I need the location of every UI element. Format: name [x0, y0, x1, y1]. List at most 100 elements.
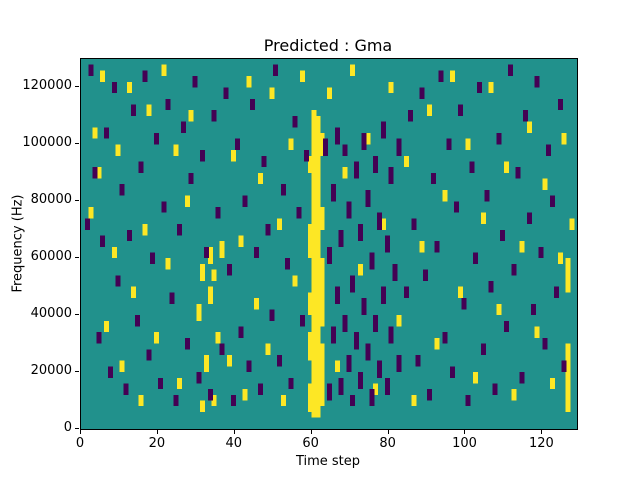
- heatmap-cell-low: [300, 315, 306, 327]
- heatmap-cell-low: [527, 212, 533, 225]
- heatmap-cell-low: [104, 127, 110, 139]
- heatmap-cell-low: [292, 115, 298, 128]
- heatmap-cell-high: [280, 394, 286, 407]
- heatmap-cell-low: [361, 133, 367, 151]
- heatmap-cell-low: [330, 326, 336, 344]
- heatmap-cell-low: [553, 286, 559, 299]
- x-tick-mark: [80, 430, 81, 434]
- heatmap-cell-low: [157, 377, 163, 390]
- heatmap-cell-low: [507, 64, 513, 77]
- heatmap-cell-low: [503, 320, 509, 333]
- heatmap-cell-low: [557, 98, 563, 111]
- heatmap-cell-low: [184, 337, 190, 350]
- heatmap-cell-low: [334, 127, 340, 145]
- heatmap-cell-low: [392, 263, 398, 281]
- heatmap-cell-high: [488, 81, 494, 94]
- heatmap-cell-low: [323, 138, 329, 156]
- heatmap-cell-high: [315, 115, 321, 418]
- heatmap-cell-high: [496, 303, 502, 316]
- heatmap-cell-low: [350, 275, 356, 293]
- heatmap-cell-low: [480, 343, 486, 355]
- heatmap-cell-low: [269, 309, 275, 321]
- y-tick-mark: [75, 428, 79, 429]
- heatmap-cell-high: [419, 241, 425, 253]
- heatmap-cell-high: [196, 303, 202, 321]
- heatmap-cell-low: [234, 138, 240, 151]
- heatmap-cell-low: [150, 252, 156, 264]
- heatmap-cell-low: [327, 383, 333, 401]
- heatmap-cell-high: [211, 269, 217, 281]
- heatmap-cell-low: [223, 87, 229, 99]
- heatmap-cell-low: [496, 133, 502, 145]
- heatmap-cell-low: [373, 155, 379, 173]
- heatmap-cell-high: [411, 394, 417, 407]
- heatmap-cell-low: [119, 184, 125, 196]
- heatmap-cell-low: [488, 281, 494, 293]
- heatmap-cell-low: [273, 64, 279, 77]
- heatmap-cell-low: [246, 360, 252, 373]
- heatmap-cell-low: [138, 161, 144, 173]
- heatmap-cell-high: [442, 189, 448, 202]
- heatmap-cell-high: [319, 207, 325, 230]
- heatmap-cell-high: [207, 246, 213, 264]
- heatmap-cell-high: [142, 224, 148, 236]
- x-tick-mark: [387, 430, 389, 434]
- x-tick-label: 0: [75, 436, 85, 451]
- heatmap-cell-high: [373, 383, 379, 395]
- heatmap-cell-low: [123, 383, 129, 395]
- x-tick-mark: [310, 430, 312, 434]
- heatmap-cell-low: [453, 201, 459, 213]
- heatmap-cell-low: [550, 195, 556, 207]
- heatmap-cell-high: [380, 218, 386, 230]
- heatmap-cell-low: [161, 201, 167, 213]
- heatmap-cell-high: [365, 133, 371, 145]
- heatmap-cell-high: [307, 155, 313, 173]
- y-tick-mark: [75, 200, 79, 202]
- heatmap-cell-low: [115, 275, 121, 287]
- x-tick-label: 120: [528, 436, 554, 451]
- heatmap-cell-low: [361, 298, 367, 316]
- heatmap-cell-low: [346, 355, 352, 373]
- y-tick-mark: [75, 314, 79, 316]
- heatmap-cell-high: [319, 133, 325, 156]
- heatmap-cell-high: [200, 263, 206, 281]
- heatmap-cell-low: [173, 394, 179, 407]
- heatmap-cell-low: [100, 235, 106, 247]
- heatmap-cell-low: [411, 218, 417, 230]
- heatmap-cell-low: [327, 246, 333, 264]
- heatmap-cell-high: [257, 172, 263, 185]
- x-axis-label: Time step: [295, 454, 361, 469]
- heatmap-cell-low: [388, 326, 394, 344]
- heatmap-cell-high: [557, 252, 563, 264]
- heatmap-cell-high: [319, 343, 325, 407]
- heatmap-cell-high: [334, 360, 340, 373]
- heatmap-cell-low: [384, 377, 390, 395]
- heatmap-cell-high: [450, 70, 456, 82]
- heatmap-cell-high: [211, 394, 217, 407]
- heatmap-cell-low: [84, 218, 90, 230]
- heatmap-cell-low: [277, 355, 283, 367]
- x-tick-mark: [233, 430, 235, 434]
- heatmap-cell-high: [527, 121, 533, 133]
- x-tick-mark: [464, 430, 466, 434]
- heatmap-cell-high: [265, 343, 271, 355]
- heatmap-cell-low: [396, 138, 402, 156]
- heatmap-cell-low: [350, 394, 356, 407]
- heatmap-cell-low: [419, 87, 425, 99]
- heatmap-cell-high: [319, 258, 325, 327]
- heatmap-cell-high: [154, 332, 160, 344]
- heatmap-cell-high: [165, 258, 171, 270]
- heatmap-cell-low: [523, 110, 529, 122]
- heatmap-cell-low: [227, 263, 233, 276]
- heatmap-cell-low: [353, 332, 359, 350]
- heatmap-cell-low: [403, 286, 409, 299]
- heatmap-cell-low: [461, 298, 467, 310]
- y-tick-mark: [75, 143, 79, 145]
- heatmap-cell-high: [565, 343, 571, 412]
- heatmap-cell-low: [230, 394, 236, 407]
- heatmap-cell-low: [442, 332, 448, 344]
- heatmap-cell-low: [396, 355, 402, 373]
- heatmap-cell-low: [515, 167, 521, 179]
- heatmap-cell-high: [277, 218, 283, 230]
